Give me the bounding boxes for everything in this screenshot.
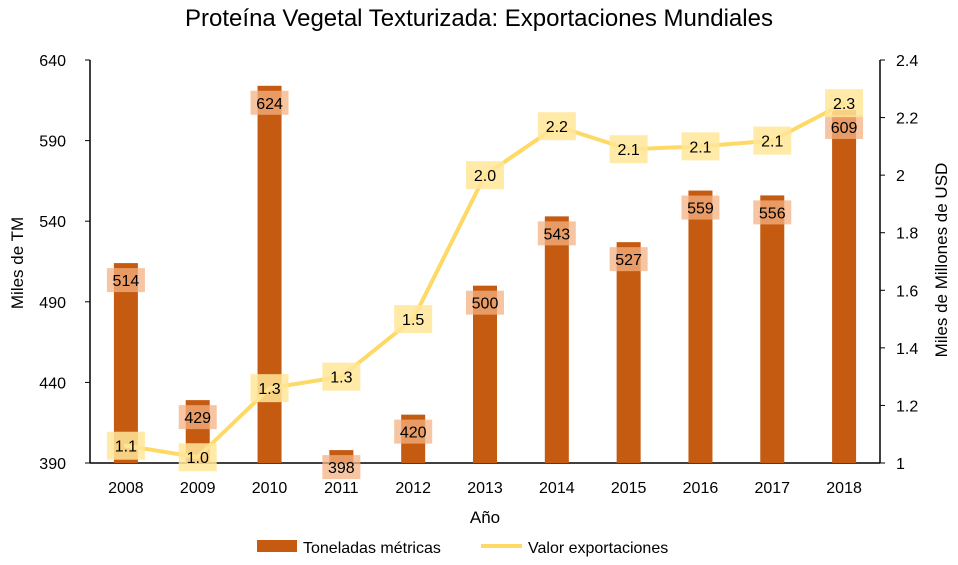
y-right-tick-label: 1 <box>896 456 905 473</box>
line-data-label: 2.1 <box>689 139 711 156</box>
bar-data-label: 398 <box>328 460 355 477</box>
x-tick-label: 2014 <box>539 480 575 497</box>
bar <box>544 216 569 463</box>
line-label-box <box>394 305 433 334</box>
y-right-tick-label: 1.4 <box>896 341 918 358</box>
line-data-label: 1.0 <box>187 450 209 467</box>
legend-label-bar: Toneladas métricas <box>303 540 441 557</box>
line-label-box <box>609 135 648 164</box>
x-tick-label: 2016 <box>683 480 719 497</box>
line-label-box <box>178 443 217 472</box>
bar-label-box <box>178 405 217 430</box>
x-tick-label: 2011 <box>324 480 359 497</box>
axes: 390 440 490 540 590 640 1 1.2 1.4 1.6 1.8 2 2.2 2.4 20… <box>39 53 918 497</box>
line-data-label: 2.1 <box>618 142 640 159</box>
bar-label-box <box>609 247 648 272</box>
bar-label-box <box>825 114 864 139</box>
bar-label-box <box>322 455 361 480</box>
line-label-box <box>825 89 864 118</box>
bar-data-label: 543 <box>543 226 570 243</box>
line-data-label: 1.3 <box>330 370 352 387</box>
bar-data-label: 500 <box>472 296 499 313</box>
x-tick-label: 2018 <box>826 480 862 497</box>
x-axis-title: Año <box>470 508 500 527</box>
bar-label-box <box>394 419 433 444</box>
y-right-tick-label: 1.8 <box>896 226 918 243</box>
bar-label-box <box>466 290 504 315</box>
legend-label-line: Valor exportaciones <box>528 540 668 557</box>
y-right-tick-label: 2 <box>896 168 905 185</box>
line-label-box <box>106 431 145 460</box>
bar-data-label: 559 <box>687 201 714 218</box>
bar-data-label: 429 <box>184 410 211 427</box>
data-labels: 514 429 624 398 420 500 543 527 559 556 609 1.1 1.0 1… <box>106 89 864 480</box>
bar-data-label: 624 <box>256 96 283 113</box>
y-right-tick-label: 1.6 <box>896 283 918 300</box>
y-left-tick-label: 540 <box>39 214 66 231</box>
bar <box>616 242 641 463</box>
line-label-box <box>753 126 792 155</box>
bar <box>473 285 497 463</box>
line-label-box <box>250 374 289 403</box>
chart-title: Proteína Vegetal Texturizada: Exportacio… <box>185 5 773 32</box>
y-left-tick-label: 490 <box>39 295 66 312</box>
y-left-tick-label: 590 <box>39 134 66 151</box>
x-tick-label: 2013 <box>467 480 503 497</box>
bar-data-label: 420 <box>400 425 427 442</box>
bar-label-box <box>537 221 576 246</box>
y-right-tick-label: 1.2 <box>896 398 918 415</box>
line-data-label: 1.1 <box>115 439 137 456</box>
bar-data-label: 609 <box>831 120 858 137</box>
bar-data-label: 514 <box>113 273 140 290</box>
x-tick-label: 2009 <box>180 480 216 497</box>
bar-data-label: 556 <box>759 205 786 222</box>
bar <box>832 109 857 464</box>
bar <box>113 263 138 463</box>
bar-data-label: 527 <box>615 252 642 269</box>
y-left-tick-label: 440 <box>39 375 66 392</box>
line-data-label: 2.2 <box>546 119 568 136</box>
x-tick-label: 2010 <box>252 480 288 497</box>
line-label-box <box>466 161 504 190</box>
line-data-label: 2.1 <box>761 134 783 151</box>
legend: Toneladas métricas Valor exportaciones <box>257 540 668 557</box>
bar <box>688 190 713 463</box>
bar-label-box <box>250 90 289 115</box>
y-right-tick-label: 2.2 <box>896 111 918 128</box>
line-data-label: 1.3 <box>258 381 280 398</box>
x-tick-label: 2015 <box>611 480 647 497</box>
y-axis-right-title: Miles de Millones de USD <box>932 163 951 358</box>
y-left-tick-label: 390 <box>39 456 66 473</box>
line-data-label: 1.5 <box>402 312 424 329</box>
y-axis-left-title: Miles de TM <box>8 217 27 309</box>
bar-label-box <box>753 200 792 225</box>
line-data-label: 2.3 <box>833 96 855 113</box>
y-left-tick-label: 640 <box>39 53 66 70</box>
line-label-box <box>537 112 576 141</box>
bar <box>760 195 785 463</box>
x-tick-label: 2017 <box>754 480 790 497</box>
bar-label-box <box>106 268 145 293</box>
bar-label-box <box>681 195 720 220</box>
x-tick-label: 2012 <box>395 480 431 497</box>
bar <box>257 85 282 464</box>
line-data-label: 2.0 <box>474 168 496 185</box>
line-label-box <box>681 132 720 161</box>
y-right-tick-label: 2.4 <box>896 53 918 70</box>
x-tick-label: 2008 <box>108 480 144 497</box>
legend-swatch-bar <box>257 540 297 552</box>
line-label-box <box>322 362 361 391</box>
